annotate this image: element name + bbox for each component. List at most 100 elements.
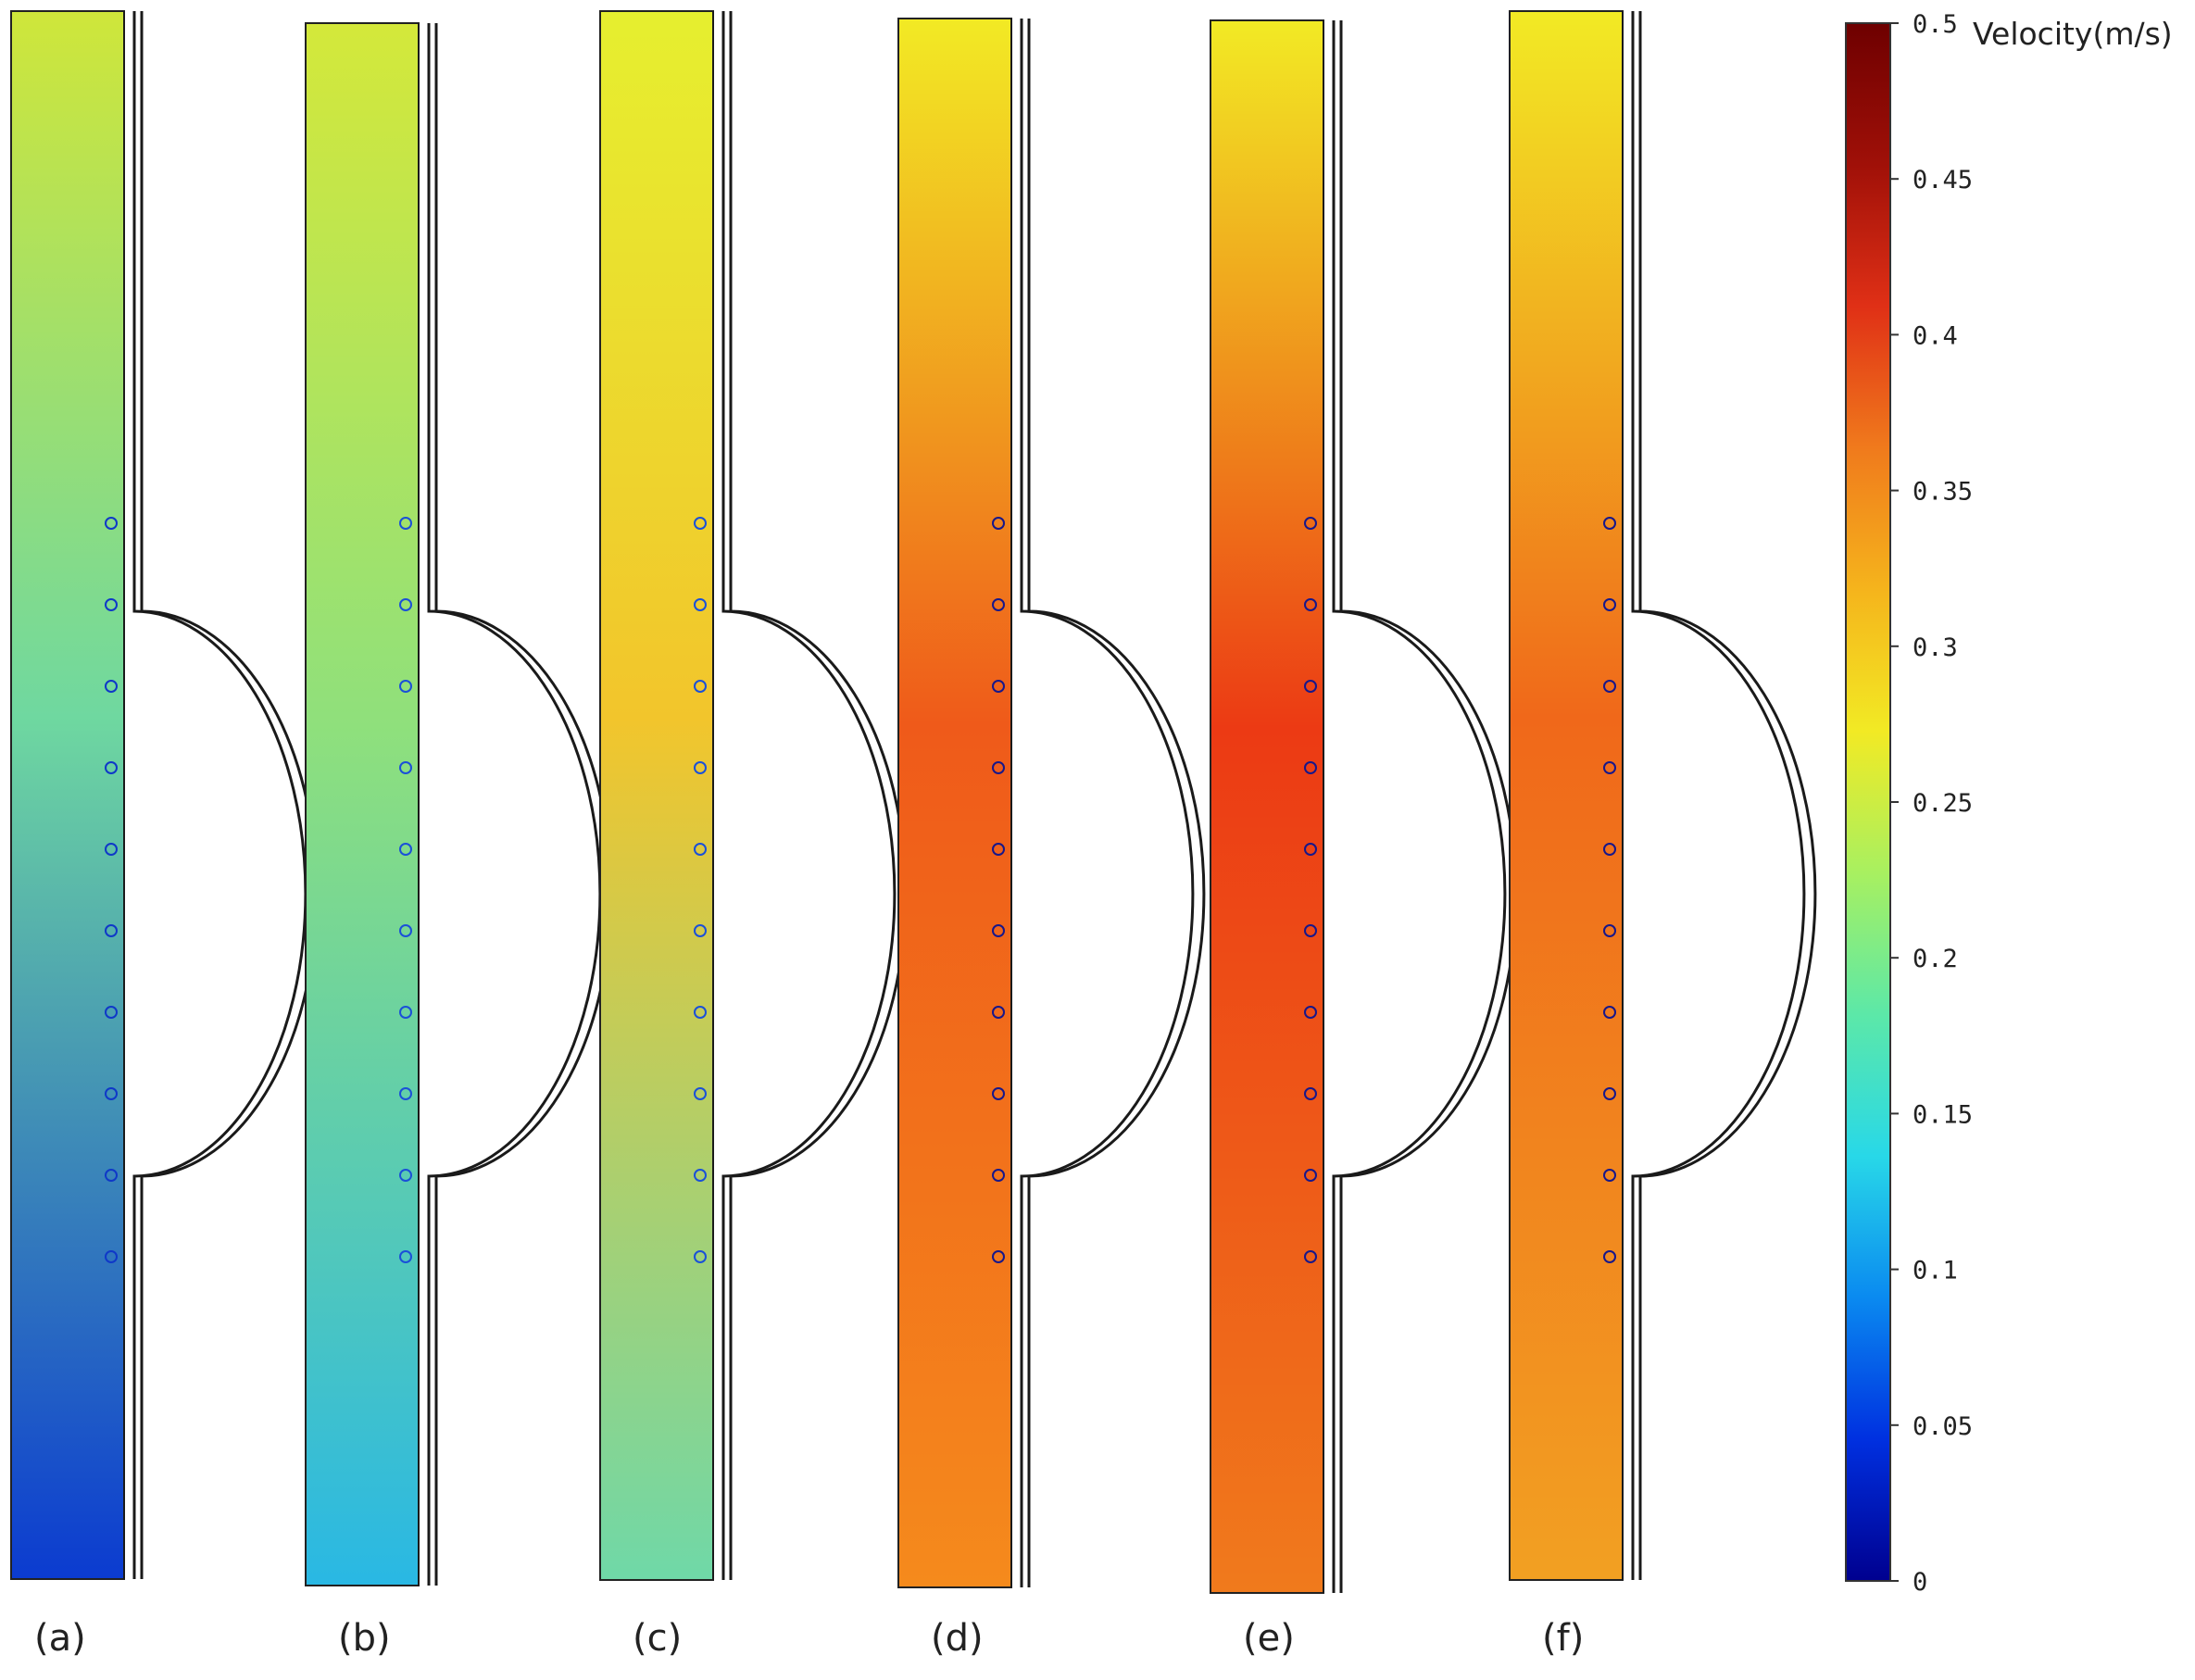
particle-ring [399,843,412,856]
particle-ring [1603,924,1616,937]
particle-ring [105,598,118,611]
colorbar-tick-label: 0.35 [1913,478,1973,507]
particle-ring [1603,1169,1616,1182]
simulation-panels: (a) (b) (c) (d) (e) (f) [10,10,1817,1660]
particle-ring [694,1169,707,1182]
particle-ring [399,1250,412,1263]
particle-ring [694,1006,707,1019]
particle-ring [399,517,412,530]
colorbar-tick-label: 0.2 [1913,945,1958,973]
particle-ring [992,1006,1005,1019]
colorbar-tick-label: 0.45 [1913,166,1973,194]
particle-ring [992,517,1005,530]
particle-ring [694,598,707,611]
particle-ring [1603,1250,1616,1263]
particle-ring [694,680,707,693]
colorbar-tick-label: 0.4 [1913,321,1958,350]
particle-ring [399,1087,412,1100]
velocity-field [1509,10,1624,1581]
channel-wall [1339,20,1518,1593]
particle-ring [1603,843,1616,856]
particle-ring [1304,761,1317,774]
channel-wall [132,11,307,1579]
particle-ring [992,843,1005,856]
velocity-colorbar: Velocity(m/s) 0 0.05 0.1 0.15 0.2 0.25 0.3 0.35… [1845,10,2173,1597]
particle-ring [992,761,1005,774]
particle-ring [1304,680,1317,693]
particle-ring [105,1087,118,1100]
particle-ring [105,1006,118,1019]
particle-ring [105,680,118,693]
panel-d: (d) [897,18,1206,1660]
particle-ring [1304,517,1317,530]
panel-a: (a) [10,10,319,1660]
particle-ring [992,680,1005,693]
particle-ring [694,1087,707,1100]
channel-wall [140,11,319,1579]
colorbar-tick-label: 0.1 [1913,1257,1958,1285]
channel-wall [1027,19,1206,1587]
particle-ring [992,1250,1005,1263]
colorbar-ticks: 0 0.05 0.1 0.15 0.2 0.25 0.3 0.35 0.4 0.45 0.5 [1890,10,1973,1597]
colorbar-tick-label: 0.15 [1913,1100,1973,1129]
panel-b: (b) [305,22,613,1660]
particle-ring [399,924,412,937]
particle-ring [105,517,118,530]
particle-ring [992,1169,1005,1182]
velocity-field [305,22,420,1586]
channel-wall [434,23,613,1586]
particle-ring [694,761,707,774]
particle-ring [1304,1169,1317,1182]
colorbar-tick-label: 0.3 [1913,633,1958,662]
particle-ring [399,1006,412,1019]
particle-ring [399,1169,412,1182]
colorbar-tick-label: 0 [1913,1568,1927,1597]
particle-ring [1304,1250,1317,1263]
colorbar-title: Velocity(m/s) [1973,16,2173,52]
particle-ring [1304,924,1317,937]
particle-ring [992,598,1005,611]
channel-wall [721,11,897,1580]
particle-ring [694,517,707,530]
velocity-field [10,10,125,1580]
particle-ring [105,924,118,937]
particle-ring [399,680,412,693]
velocity-field [1210,19,1324,1594]
colorbar-tick-label: 0.25 [1913,789,1973,818]
particle-ring [694,1250,707,1263]
panel-label: (e) [1243,1617,1295,1660]
channel-wall [729,11,908,1580]
particle-ring [105,843,118,856]
panel-label: (f) [1542,1617,1584,1660]
colorbar-tick-label: 0.5 [1913,10,1958,39]
particle-ring [992,1087,1005,1100]
particle-ring [694,924,707,937]
panel-e: (e) [1210,19,1518,1660]
colorbar-gradient [1845,22,1891,1582]
particle-ring [105,761,118,774]
particle-ring [1603,761,1616,774]
particle-ring [399,598,412,611]
particle-ring [1304,598,1317,611]
velocity-field [897,18,1012,1588]
particle-ring [1304,843,1317,856]
particle-ring [1603,598,1616,611]
particle-ring [1603,517,1616,530]
particle-ring [992,924,1005,937]
particle-ring [1603,1087,1616,1100]
channel-wall [427,23,602,1586]
particle-ring [1603,680,1616,693]
panel-c: (c) [599,10,908,1660]
panel-label: (a) [34,1617,86,1660]
particle-ring [105,1169,118,1182]
particle-ring [1304,1087,1317,1100]
particle-ring [1603,1006,1616,1019]
channel-wall [1638,11,1817,1580]
particle-ring [1304,1006,1317,1019]
panel-label: (c) [633,1617,682,1660]
particle-ring [694,843,707,856]
particle-ring [399,761,412,774]
panel-label: (b) [338,1617,391,1660]
velocity-field [599,10,714,1581]
